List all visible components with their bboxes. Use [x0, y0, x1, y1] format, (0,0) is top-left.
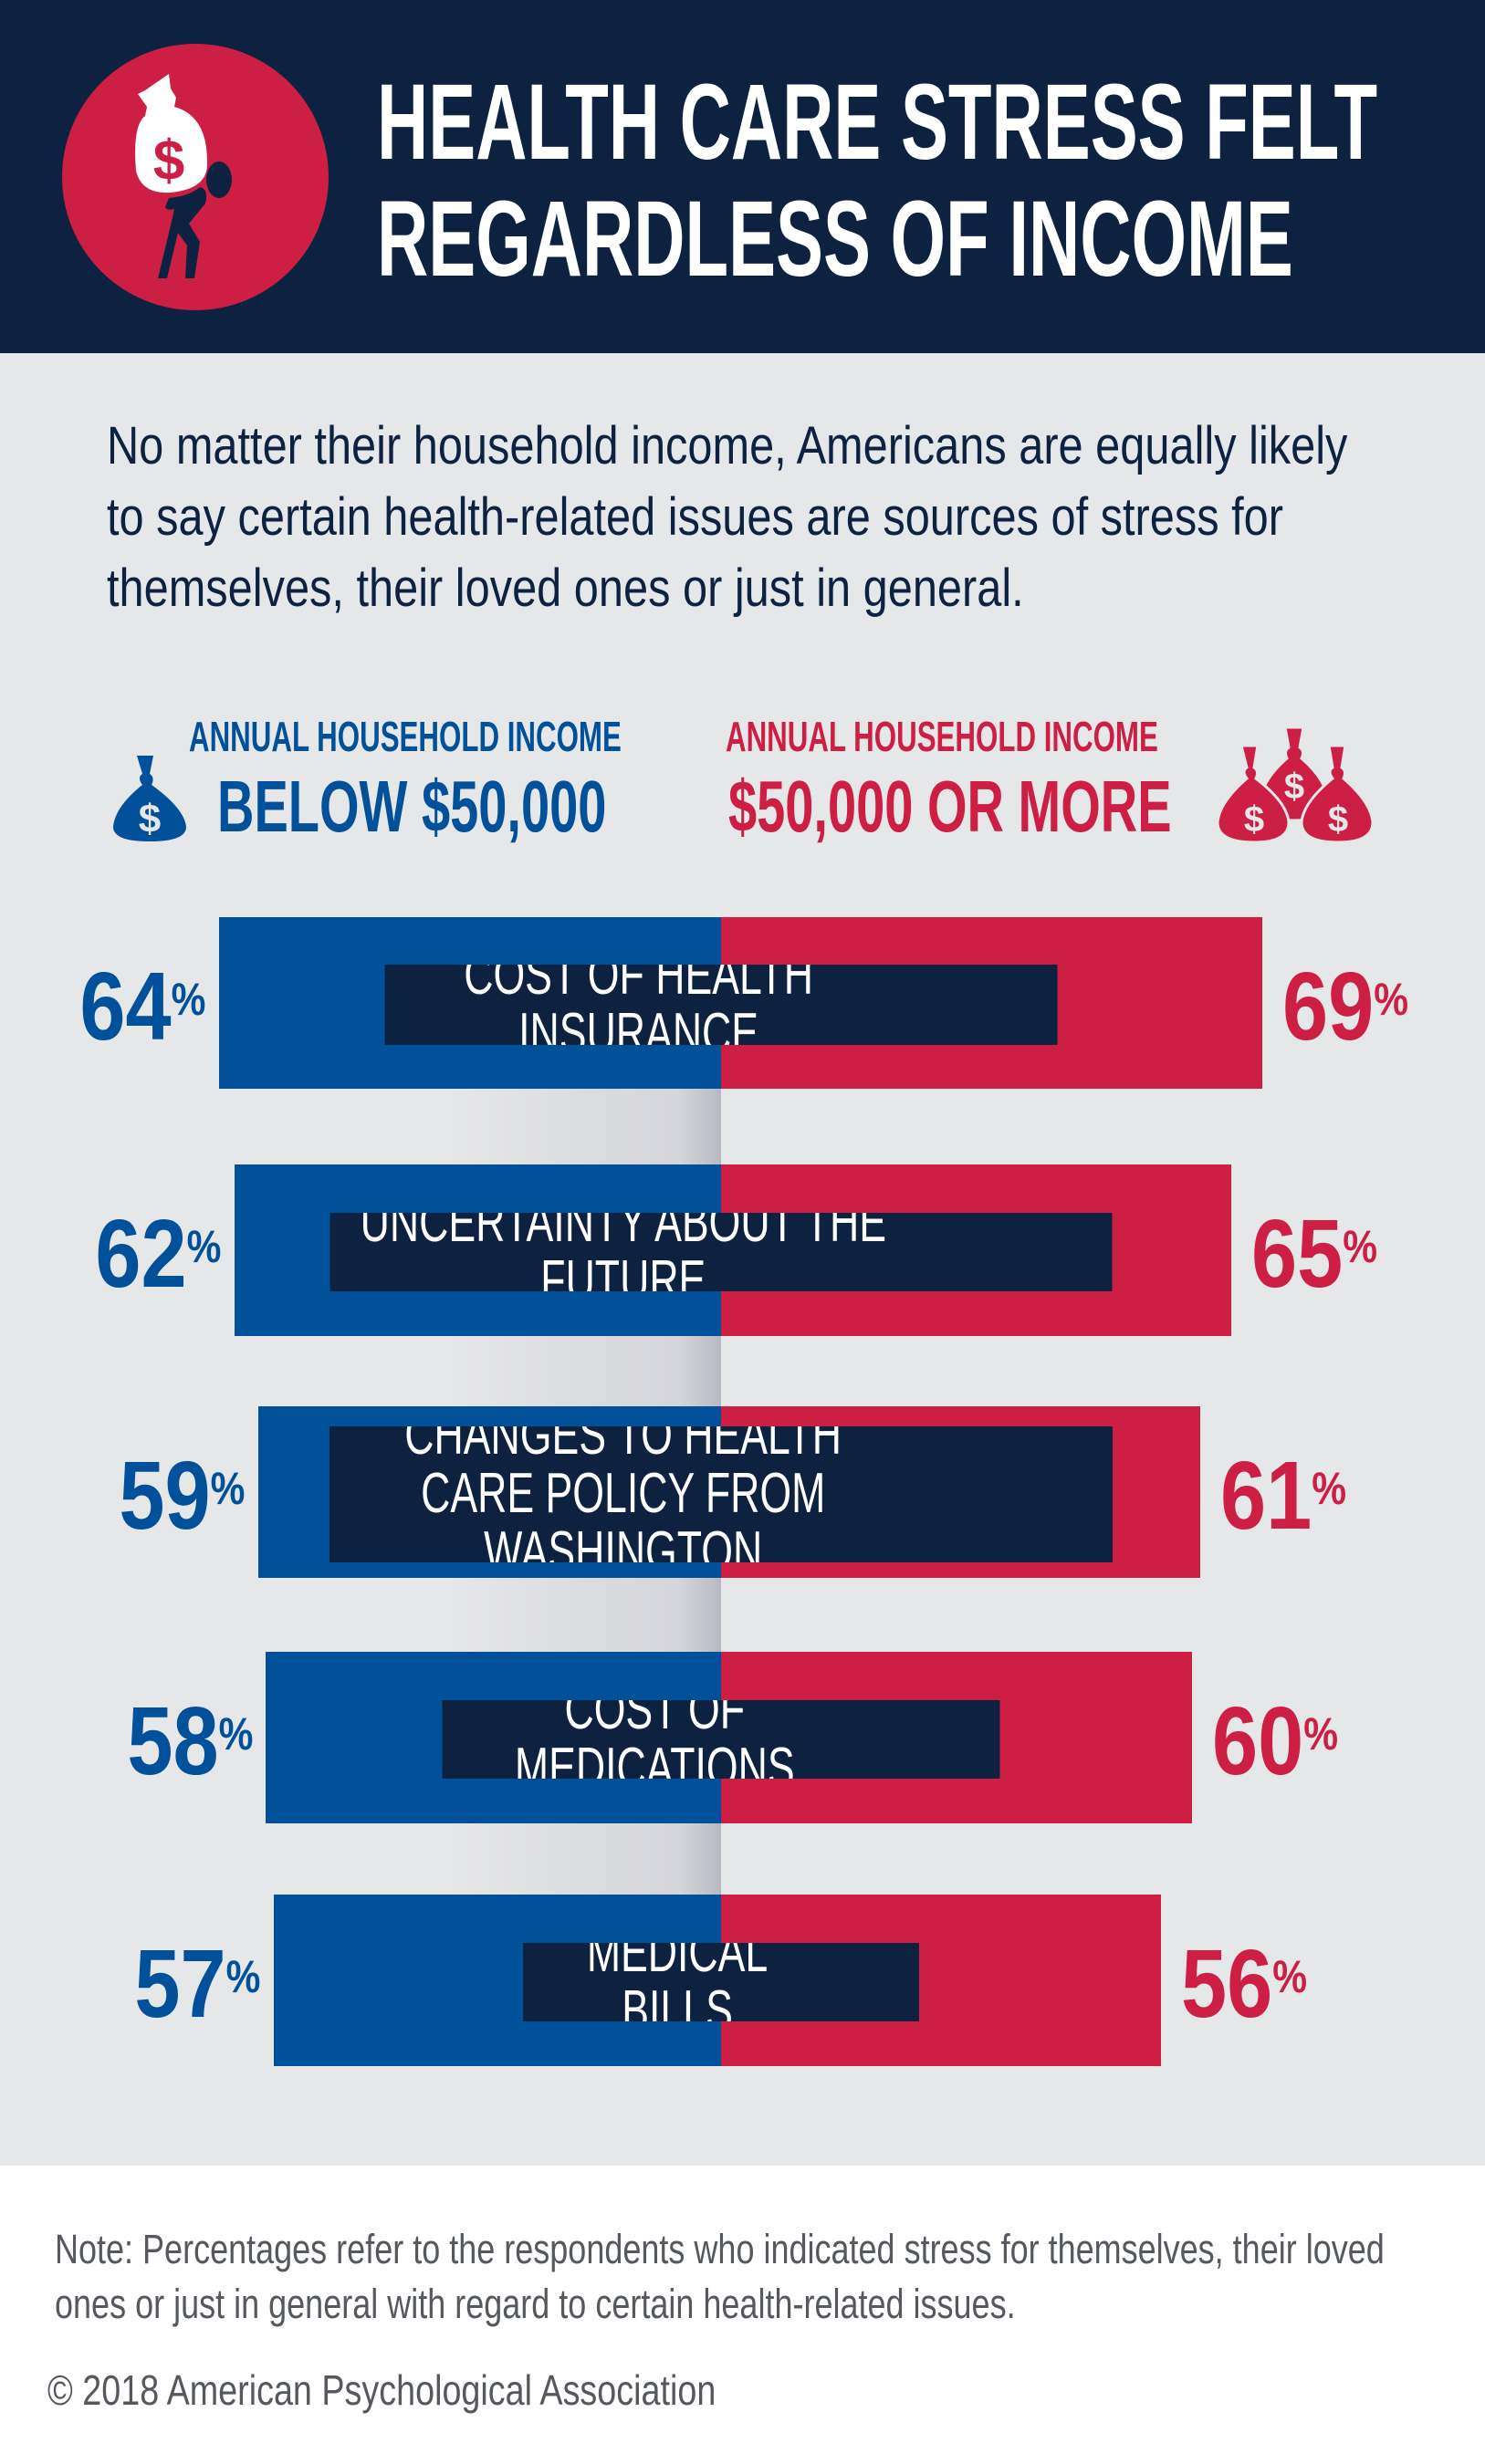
category-label-text: COST OF HEALTH INSURANCE — [464, 965, 814, 1045]
value-label-below-50000: 62% — [73, 1200, 222, 1308]
bar-shadow — [447, 1336, 721, 1406]
svg-text:$: $ — [1244, 799, 1264, 840]
category-label-text: COST OF MEDICATIONS — [514, 1700, 795, 1779]
svg-text:$: $ — [139, 797, 161, 841]
value-label-below-50000-text: 59% — [119, 1442, 246, 1550]
person-carrying-money-bag-icon: $ — [62, 44, 329, 310]
category-label-text: UNCERTAINTY ABOUT THE FUTURE — [360, 1213, 886, 1291]
value-label-below-50000-text: 58% — [127, 1687, 254, 1795]
value-label-50000-or-more: 65% — [1251, 1200, 1399, 1308]
legend-right-value: $50,000 OR MORE — [728, 766, 1172, 847]
chart-row: COST OF MEDICATIONS 58% 60% — [0, 1652, 1485, 1895]
value-label-50000-or-more-text: 69% — [1282, 953, 1409, 1060]
value-label-50000-or-more-text: 60% — [1212, 1687, 1339, 1795]
chart-row: CHANGES TO HEALTH CARE POLICY FROM WASHI… — [0, 1406, 1485, 1652]
bar-shadow — [447, 1578, 721, 1652]
value-label-50000-or-more-text: 61% — [1219, 1442, 1346, 1550]
money-bags-icon: $ $ $ — [1216, 726, 1375, 844]
chart-row: COST OF HEALTH INSURANCE 64% 69% — [0, 917, 1485, 1164]
value-label-50000-or-more: 56% — [1180, 1930, 1329, 2038]
value-label-50000-or-more-text: 65% — [1251, 1200, 1378, 1308]
legend-right-caption: ANNUAL HOUSEHOLD INCOME — [726, 713, 1158, 760]
svg-text:$: $ — [153, 130, 184, 193]
chart-row: UNCERTAINTY ABOUT THE FUTURE 62% 65% — [0, 1164, 1485, 1406]
svg-text:$: $ — [1328, 799, 1348, 840]
bar-shadow — [447, 1089, 721, 1164]
value-label-below-50000: 64% — [58, 953, 206, 1060]
category-label: UNCERTAINTY ABOUT THE FUTURE — [329, 1213, 1113, 1291]
category-label: MEDICAL BILLS — [523, 1943, 919, 2021]
value-label-below-50000: 58% — [105, 1687, 254, 1795]
copyright: © 2018 American Psychological Associatio… — [47, 2366, 716, 2414]
footnote: Note: Percentages refer to the responden… — [55, 2226, 1385, 2327]
intro-text: No matter their household income, Americ… — [107, 416, 1348, 618]
page-title: HEALTH CARE STRESS FELT REGARDLESS OF IN… — [377, 62, 1378, 299]
value-label-below-50000-text: 64% — [79, 953, 206, 1060]
value-label-50000-or-more: 60% — [1212, 1687, 1360, 1795]
legend-left-value: BELOW $50,000 — [217, 766, 607, 847]
category-label: CHANGES TO HEALTH CARE POLICY FROM WASHI… — [329, 1425, 1113, 1562]
category-label: COST OF MEDICATIONS — [442, 1700, 1000, 1779]
value-label-below-50000-text: 62% — [95, 1200, 222, 1308]
header: $ HEALTH CARE STRESS FELT REGARDLESS OF … — [0, 0, 1485, 353]
value-label-50000-or-more: 69% — [1282, 953, 1430, 1060]
svg-text:$: $ — [1284, 767, 1304, 807]
legend-left-caption: ANNUAL HOUSEHOLD INCOME — [189, 713, 622, 760]
bar-shadow — [447, 1823, 721, 1895]
value-label-below-50000: 59% — [97, 1442, 246, 1550]
chart-row: MEDICAL BILLS 57% 56% — [0, 1895, 1485, 2066]
value-label-below-50000: 57% — [112, 1930, 261, 2038]
money-bag-icon: $ — [113, 756, 186, 841]
value-label-50000-or-more-text: 56% — [1180, 1930, 1307, 2038]
category-label-text: CHANGES TO HEALTH CARE POLICY FROM WASHI… — [404, 1425, 842, 1562]
category-label: COST OF HEALTH INSURANCE — [384, 965, 1058, 1045]
value-label-50000-or-more: 61% — [1219, 1442, 1368, 1550]
category-label-text: MEDICAL BILLS — [586, 1943, 769, 2021]
value-label-below-50000-text: 57% — [134, 1930, 261, 2038]
